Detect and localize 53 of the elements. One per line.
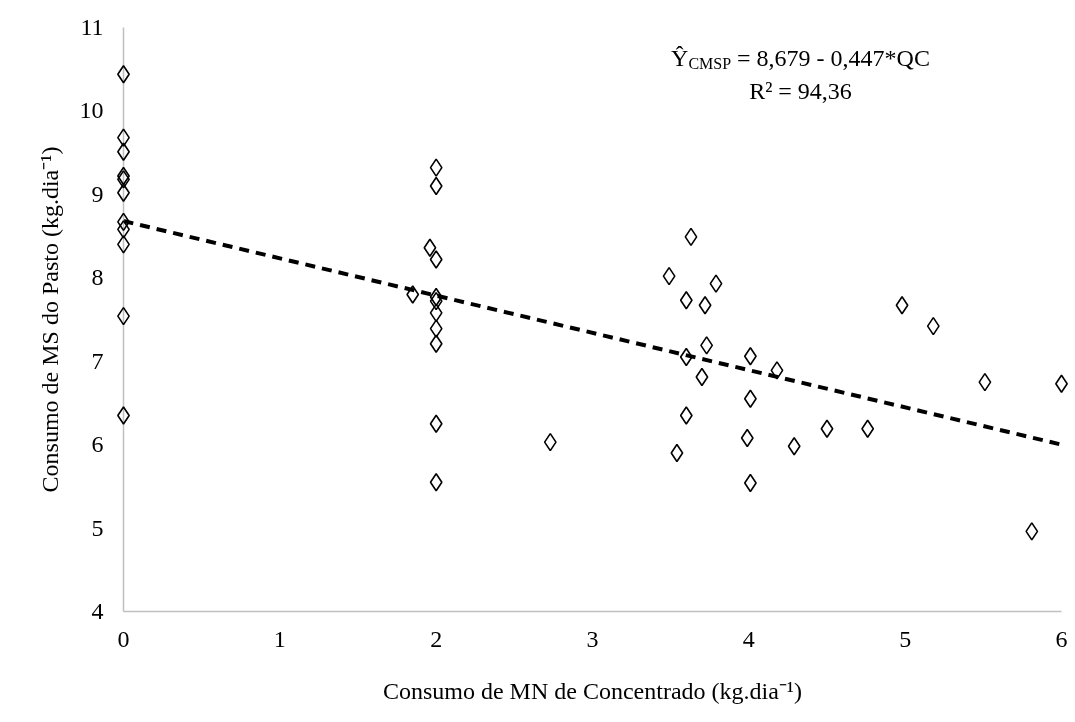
point — [670, 443, 684, 463]
point — [698, 296, 712, 315]
x-axis-title: Consumo de MN de Concentrado (kg.dia⁻¹) — [382, 677, 803, 704]
annotation: R² = 94,36 — [749, 77, 852, 104]
x-tick-label: 1 — [273, 625, 286, 652]
y-tick-label: 5 — [91, 514, 104, 541]
x-tick-label: 0 — [117, 625, 130, 652]
point — [429, 303, 443, 323]
point — [429, 319, 443, 338]
x-tick-label: 4 — [742, 625, 755, 652]
point — [926, 316, 940, 336]
y-tick-label: 9 — [91, 180, 104, 207]
point — [543, 432, 557, 452]
point — [429, 287, 443, 307]
y-tick-label: 11 — [80, 14, 104, 40]
point — [743, 389, 757, 409]
y-tick-label: 4 — [91, 598, 104, 624]
point — [820, 419, 834, 439]
point — [695, 367, 709, 387]
point — [743, 346, 757, 366]
y-tick-label: 6 — [91, 431, 104, 458]
point — [429, 158, 443, 177]
point — [709, 274, 723, 293]
point — [429, 472, 443, 492]
point — [662, 266, 676, 286]
y-axis-title: Consumo de MS do Pasto (kg.dia⁻¹) — [36, 146, 63, 493]
x-tick-label: 6 — [1055, 625, 1068, 652]
point — [679, 347, 693, 367]
point — [787, 437, 801, 456]
point — [679, 406, 693, 425]
y-tick-label: 7 — [91, 347, 104, 374]
x-tick-label: 2 — [430, 625, 443, 652]
point — [429, 334, 443, 353]
point — [743, 473, 757, 493]
point — [740, 428, 754, 448]
point — [429, 291, 443, 311]
point — [406, 285, 420, 304]
point — [679, 291, 693, 310]
point — [895, 296, 909, 315]
point — [429, 176, 443, 196]
point — [770, 361, 784, 380]
x-tick-label: 3 — [586, 625, 599, 652]
y-tick-label: 10 — [79, 97, 104, 124]
point — [684, 227, 698, 247]
point — [429, 250, 443, 269]
x-tick-label: 5 — [899, 625, 912, 652]
y-tick-label: 8 — [91, 264, 104, 291]
point — [978, 372, 992, 392]
point — [423, 238, 437, 258]
point — [429, 414, 443, 434]
point — [861, 419, 875, 439]
point — [700, 336, 714, 355]
point — [1025, 522, 1039, 541]
